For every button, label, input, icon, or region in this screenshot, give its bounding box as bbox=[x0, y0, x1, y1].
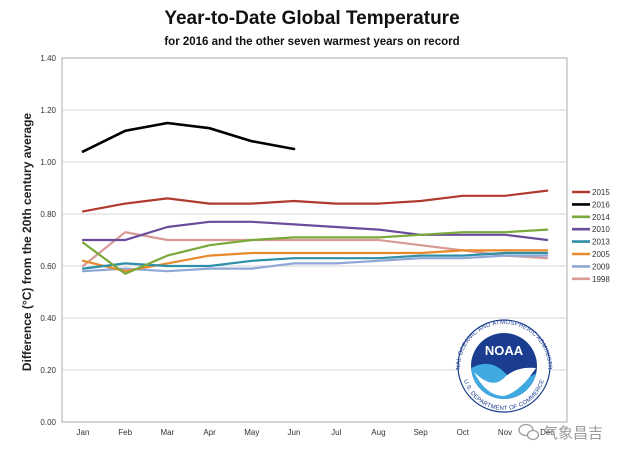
x-tick-label: Nov bbox=[498, 428, 512, 437]
y-tick-label: 1.00 bbox=[40, 158, 56, 167]
series-line-2016 bbox=[81, 121, 296, 153]
series-line-2010 bbox=[81, 220, 549, 242]
y-tick-label: 0.20 bbox=[40, 366, 56, 375]
series-line-2014 bbox=[81, 228, 549, 275]
chart-subtitle: for 2016 and the other seven warmest yea… bbox=[164, 36, 459, 48]
x-axis-ticks: Jan Feb Mar Apr May Jun Jul Aug Sep Oct Nov Dec bbox=[77, 428, 555, 437]
y-tick-label: 0.40 bbox=[40, 314, 56, 323]
legend-label-2014: 2014 bbox=[592, 213, 610, 222]
x-tick-label: Jun bbox=[288, 428, 301, 437]
y-tick-label: 1.40 bbox=[40, 54, 56, 63]
noaa-wordmark: NOAA bbox=[485, 343, 524, 358]
series-line-2015 bbox=[81, 189, 549, 213]
watermark-text: 气象昌吉 bbox=[543, 424, 603, 442]
y-tick-label: 0.60 bbox=[40, 262, 56, 271]
legend-label-2013: 2013 bbox=[592, 238, 610, 247]
legend-label-2005: 2005 bbox=[592, 250, 610, 259]
x-tick-label: Jan bbox=[77, 428, 90, 437]
y-axis-ticks: 0.00 0.20 0.40 0.60 0.80 1.00 1.20 1.40 bbox=[40, 54, 56, 427]
noaa-bird-icon bbox=[471, 363, 537, 399]
x-tick-label: Jul bbox=[331, 428, 341, 437]
watermark: 气象昌吉 bbox=[518, 423, 603, 442]
y-tick-label: 1.20 bbox=[40, 106, 56, 115]
legend-label-2015: 2015 bbox=[592, 188, 610, 197]
legend-label-2009: 2009 bbox=[592, 262, 610, 271]
x-tick-label: Feb bbox=[118, 428, 132, 437]
x-tick-label: Aug bbox=[371, 428, 385, 437]
x-tick-label: May bbox=[244, 428, 259, 437]
series-line-2013 bbox=[81, 251, 549, 270]
x-tick-label: Oct bbox=[457, 428, 470, 437]
legend-label-2010: 2010 bbox=[592, 225, 610, 234]
y-axis-label: Difference (°C) from the 20th century av… bbox=[20, 113, 34, 372]
x-tick-label: Mar bbox=[161, 428, 175, 437]
y-tick-label: 0.80 bbox=[40, 210, 56, 219]
wechat-icon bbox=[518, 423, 540, 441]
x-tick-label: Sep bbox=[413, 428, 428, 437]
legend: 2015 2016 2014 2010 2013 2005 2009 1998 bbox=[572, 188, 610, 284]
chart-title: Year-to-Date Global Temperature bbox=[164, 8, 459, 29]
legend-label-1998: 1998 bbox=[592, 275, 610, 284]
series-line-2009 bbox=[81, 254, 549, 273]
x-tick-label: Dec bbox=[540, 428, 554, 437]
series-lines bbox=[81, 121, 549, 275]
y-tick-label: 0.00 bbox=[40, 418, 56, 427]
x-tick-label: Apr bbox=[203, 428, 216, 437]
legend-label-2016: 2016 bbox=[592, 200, 610, 209]
